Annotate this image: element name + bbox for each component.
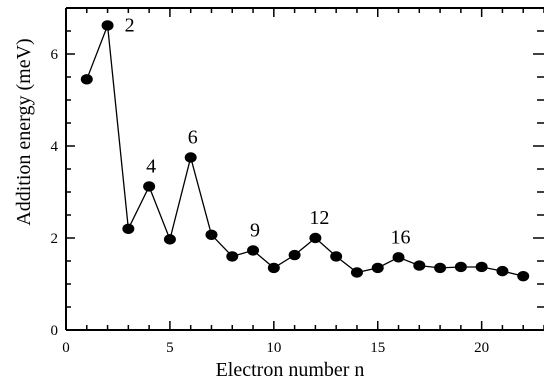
x-tick-label: 10 [266, 340, 281, 356]
data-point [288, 249, 301, 261]
peak-label: 2 [125, 14, 135, 36]
y-tick-label: 2 [51, 231, 59, 247]
y-tick-label: 4 [51, 139, 59, 155]
peak-label: 9 [250, 219, 260, 241]
data-point [247, 245, 260, 256]
data-point [496, 265, 509, 277]
data-point [184, 152, 197, 163]
data-point [413, 260, 426, 271]
x-tick-label: 15 [370, 340, 385, 356]
data-point [101, 20, 114, 31]
peak-label: 4 [146, 155, 156, 177]
annotations: 2 4 6 9 12 16 [125, 14, 411, 248]
data-point [163, 234, 176, 245]
series-group [80, 20, 530, 282]
data-point [80, 74, 93, 85]
data-point [309, 232, 322, 244]
peak-label: 6 [188, 127, 198, 149]
data-point [350, 267, 363, 278]
data-point [205, 229, 218, 240]
data-point [226, 251, 239, 262]
data-point [371, 262, 384, 274]
data-point [434, 262, 447, 274]
axes [65, 7, 544, 331]
y-tick-label: 6 [51, 47, 59, 63]
y-tick-label: 0 [51, 323, 59, 339]
ticks: 0 5 10 15 20 0 2 4 6 [51, 7, 544, 356]
data-point [122, 223, 135, 234]
peak-label: 16 [391, 226, 411, 248]
data-point [267, 262, 280, 274]
x-tick-label: 20 [474, 340, 489, 356]
series-line [86, 25, 524, 277]
x-tick-label: 5 [166, 340, 174, 356]
peak-label: 12 [309, 207, 329, 229]
data-point [475, 261, 488, 273]
y-axis-title: Addition energy (meV) [13, 38, 35, 225]
data-point [330, 251, 343, 262]
data-point [143, 181, 156, 192]
data-point [454, 261, 467, 273]
x-tick-label: 0 [62, 340, 70, 356]
x-axis-title: Electron number n [216, 359, 365, 379]
data-point [392, 252, 405, 263]
data-point [517, 270, 530, 282]
